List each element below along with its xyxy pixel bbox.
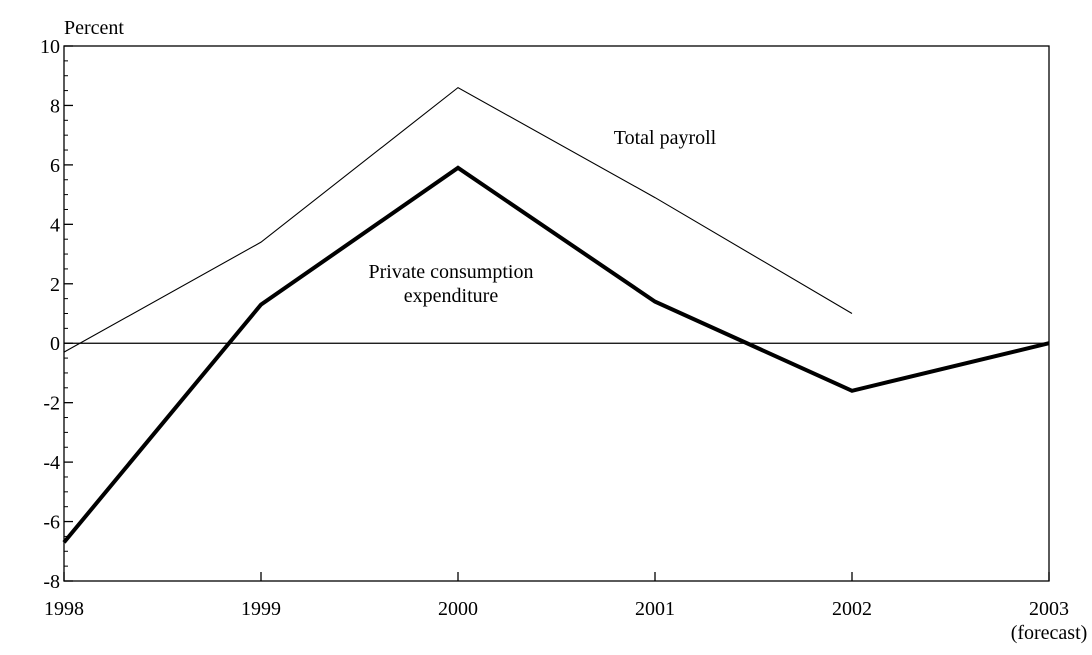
series-label-line: Total payroll [614,127,717,149]
y-tick-label: 0 [50,333,60,355]
x-tick-label: 2002 [832,598,872,620]
series-label-line: Private consumption [369,261,534,283]
y-tick-label: 10 [40,36,60,58]
x-tick-label: 1999 [241,598,281,620]
y-tick-label: 8 [50,95,60,117]
series-layer [62,86,1050,544]
y-axis-minor-ticks [64,60,68,567]
x-tick-label: 1998 [44,598,84,620]
y-tick-label: -4 [43,452,60,474]
series-label-total-payroll: Total payroll [614,127,717,149]
y-tick-label: 4 [50,214,60,236]
x-axis-ticks: 1998 1999 2000 2001 2002 2003(forecast) [44,572,1087,644]
y-axis-title: Percent [64,17,124,39]
x-tick-label: 2001 [635,598,675,620]
y-tick-label: -2 [43,393,60,415]
series-line-private-consumption-expenditure [62,165,1050,544]
plot-area-frame [63,45,1050,582]
x-tick-sublabel: (forecast) [1011,622,1088,644]
x-tick-label: 2000 [438,598,478,620]
y-tick-label: -8 [43,571,60,593]
y-tick-label: 6 [50,155,60,177]
x-tick-label: 2003 [1029,598,1069,620]
y-tick-label: -6 [43,512,60,534]
series-label-line: expenditure [404,285,499,307]
y-axis-ticks: 10 8 6 4 2 0 -2 -4 -6 -8 [40,36,73,593]
series-line-total-payroll [63,86,853,353]
y-tick-label: 2 [50,274,60,296]
